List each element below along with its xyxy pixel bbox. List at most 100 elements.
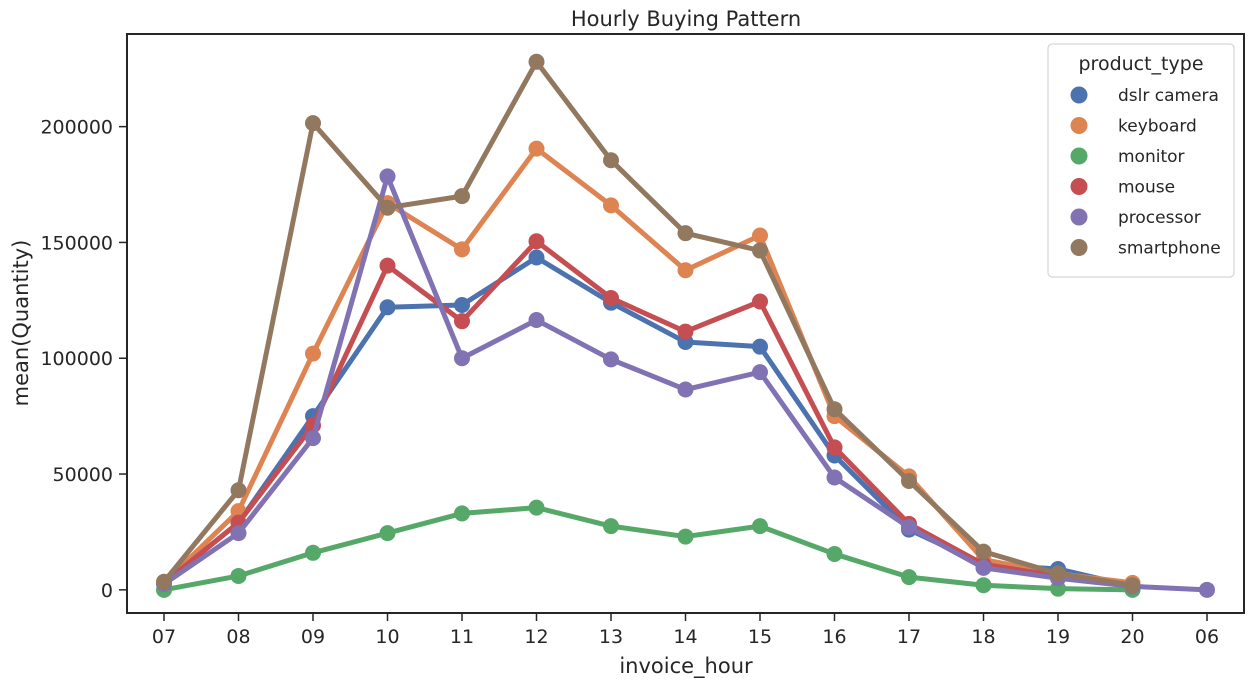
legend-entry: processor: [1118, 208, 1201, 228]
data-point: [454, 505, 470, 522]
data-point: [901, 472, 917, 489]
x-tick-label: 17: [897, 626, 921, 648]
legend-marker: [1070, 178, 1088, 195]
data-point: [826, 401, 843, 418]
data-point: [305, 345, 321, 362]
data-point: [603, 351, 619, 368]
legend-marker: [1070, 239, 1088, 256]
legend-title: product_type: [1078, 53, 1203, 75]
legend-marker: [1070, 86, 1088, 104]
data-point: [230, 482, 247, 499]
data-point: [677, 528, 694, 545]
data-point: [677, 323, 694, 340]
data-point: [975, 559, 992, 576]
y-tick-label: 150000: [40, 232, 113, 254]
data-point: [379, 199, 396, 216]
series-dslr-camera: [156, 249, 1141, 595]
data-point: [379, 257, 396, 274]
data-point: [677, 262, 694, 279]
data-point: [528, 312, 545, 329]
data-point: [156, 573, 172, 590]
data-point: [454, 188, 470, 205]
legend-marker: [1070, 147, 1088, 165]
chart-title: Hourly Buying Pattern: [571, 7, 801, 31]
data-point: [975, 577, 992, 594]
data-point: [677, 225, 694, 242]
data-point: [379, 299, 396, 316]
y-tick-label: 100000: [40, 348, 113, 370]
data-point: [752, 227, 768, 244]
data-point: [603, 197, 619, 214]
data-point: [528, 249, 545, 266]
data-point: [1050, 565, 1066, 582]
data-point: [528, 499, 545, 516]
data-point: [305, 544, 321, 561]
x-tick-label: 20: [1120, 626, 1144, 648]
x-tick-label: 15: [748, 626, 772, 648]
y-tick-label: 200000: [40, 117, 113, 139]
legend-box: [1047, 43, 1235, 278]
legend-marker: [1070, 117, 1088, 134]
x-axis-label: invoice_hour: [619, 654, 753, 679]
data-point: [603, 518, 619, 535]
data-point: [528, 233, 545, 250]
data-point: [752, 364, 768, 381]
legend-entry: monitor: [1118, 147, 1185, 167]
data-point: [826, 545, 843, 562]
data-point: [1199, 581, 1215, 598]
series-line: [161, 505, 1135, 593]
data-point: [1124, 577, 1141, 594]
data-point: [901, 569, 917, 586]
data-point: [454, 241, 470, 258]
x-tick-label: 19: [1046, 626, 1070, 648]
y-axis-ticks: 0 50000 100000 150000 200000: [40, 117, 127, 602]
x-tick-label: 11: [450, 626, 474, 648]
x-tick-label: 08: [226, 626, 250, 648]
data-point: [752, 242, 768, 259]
series-line: [161, 59, 1135, 588]
data-point: [454, 350, 470, 367]
series-mouse: [156, 233, 1141, 595]
data-point: [752, 518, 768, 535]
data-point: [752, 338, 768, 355]
x-tick-label: 06: [1195, 626, 1219, 648]
y-tick-label: 0: [101, 580, 113, 602]
data-point: [603, 152, 619, 169]
legend-entry: keyboard: [1118, 117, 1197, 137]
y-tick-label: 50000: [53, 464, 113, 486]
data-point: [603, 290, 619, 307]
series-monitor: [156, 499, 1141, 598]
data-point: [230, 525, 247, 542]
x-tick-label: 13: [599, 626, 623, 648]
x-tick-label: 16: [822, 626, 846, 648]
data-point: [379, 525, 396, 542]
data-point: [528, 53, 545, 70]
data-point: [454, 296, 470, 313]
data-point: [826, 469, 843, 486]
x-tick-label: 10: [375, 626, 399, 648]
data-point: [901, 519, 917, 536]
data-point: [677, 381, 694, 398]
x-tick-label: 14: [673, 626, 697, 648]
data-point: [454, 313, 470, 330]
legend-entry: mouse: [1118, 178, 1175, 198]
data-point: [826, 439, 843, 456]
legend-entry: dslr camera: [1118, 86, 1219, 106]
data-point: [379, 168, 396, 185]
legend-marker: [1070, 208, 1088, 226]
series-keyboard: [156, 140, 1141, 591]
series-line: [161, 146, 1135, 586]
legend-entry: smartphone: [1118, 239, 1221, 259]
series-layer: [156, 53, 1215, 598]
x-tick-label: 12: [524, 626, 548, 648]
x-tick-label: 07: [152, 626, 176, 648]
data-point: [305, 115, 321, 132]
x-tick-label: 09: [301, 626, 325, 648]
data-point: [230, 567, 247, 584]
series-smartphone: [156, 53, 1141, 594]
y-axis-label: mean(Quantity): [9, 240, 33, 407]
x-axis-ticks: 07 08 09 10 11 12 13 14 15 16 17 18 19 20 06: [152, 613, 1219, 648]
data-point: [975, 543, 992, 560]
